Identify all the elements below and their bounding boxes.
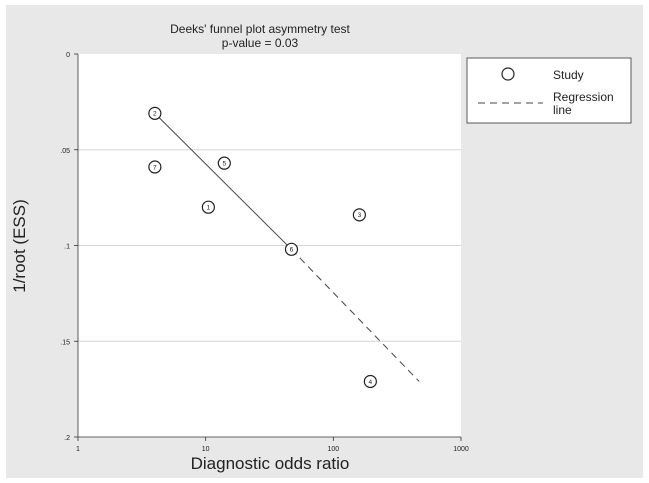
chart-subtitle: p-value = 0.03 (222, 36, 299, 50)
study-point-label: 5 (223, 160, 227, 167)
legend-study-marker (501, 67, 515, 81)
x-tick-label: 10 (202, 446, 210, 453)
x-tick-label: 1 (76, 446, 80, 453)
y-tick-label: .2 (64, 435, 70, 442)
study-point (363, 374, 377, 389)
legend-study-label: Study (553, 68, 584, 82)
study-point-label: 4 (369, 379, 373, 386)
y-tick-label: 0 (66, 52, 70, 59)
study-point (201, 200, 215, 214)
regression-line (154, 113, 292, 250)
study-point (148, 106, 162, 120)
legend: Study Regression line (466, 57, 632, 124)
study-point-label: 2 (153, 111, 157, 118)
x-tick-label: 100 (327, 446, 339, 453)
legend-regression-label: Regression line (553, 90, 617, 117)
study-point-label: 7 (153, 164, 157, 171)
study-point (284, 242, 299, 256)
study-point-label: 1 (207, 205, 211, 212)
study-point (148, 160, 162, 174)
x-tick-label: 1000 (453, 446, 469, 453)
regression-line-extrapolated (291, 248, 420, 382)
y-tick-label: .1 (64, 244, 70, 251)
study-point-label: 6 (290, 247, 294, 254)
study-point (352, 208, 366, 222)
y-axis-label: 1/root (ESS) (10, 199, 29, 293)
x-axis-label: Diagnostic odds ratio (191, 454, 350, 473)
legend-box (466, 57, 632, 124)
study-point-label: 3 (358, 212, 362, 219)
chart-title: Deeks' funnel plot asymmetry test (170, 22, 350, 36)
y-tick-label: .15 (60, 339, 70, 346)
study-point (217, 156, 231, 170)
y-tick-label: .05 (60, 148, 70, 155)
